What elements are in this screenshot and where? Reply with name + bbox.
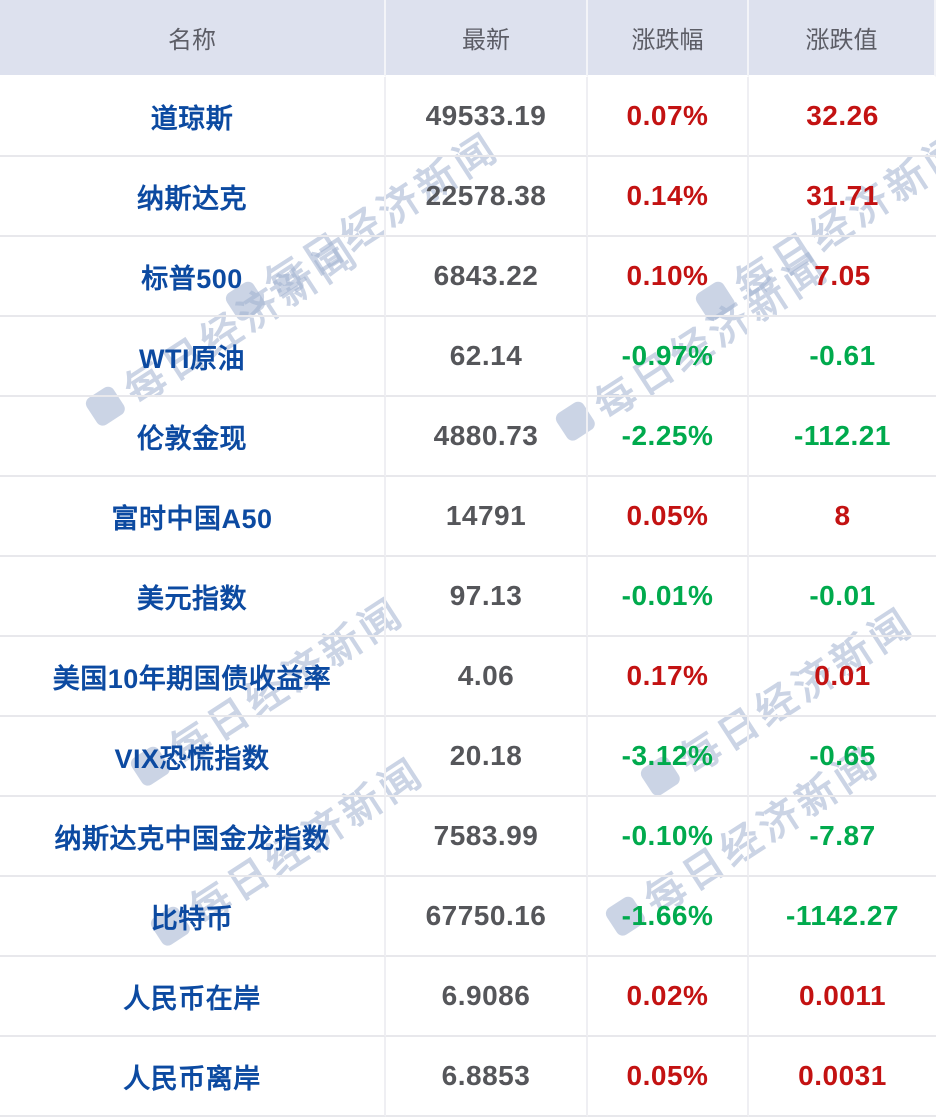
last-price-cell: 6.9086 <box>386 957 588 1037</box>
pct-change-cell: 0.07% <box>588 77 749 157</box>
last-price-cell: 4.06 <box>386 637 588 717</box>
column-header-0: 名称 <box>0 0 386 77</box>
last-price-cell: 49533.19 <box>386 77 588 157</box>
name-cell: 人民币离岸 <box>0 1037 386 1117</box>
name-cell: 美国10年期国债收益率 <box>0 637 386 717</box>
value-change-cell: 7.05 <box>749 237 936 317</box>
value-change-cell: -112.21 <box>749 397 936 477</box>
pct-change-cell: -2.25% <box>588 397 749 477</box>
pct-change-cell: -0.01% <box>588 557 749 637</box>
value-change-cell: -0.65 <box>749 717 936 797</box>
value-change-cell: -0.61 <box>749 317 936 397</box>
pct-change-cell: 0.17% <box>588 637 749 717</box>
column-header-3: 涨跌值 <box>749 0 936 77</box>
last-price-cell: 97.13 <box>386 557 588 637</box>
value-change-cell: -1142.27 <box>749 877 936 957</box>
last-price-cell: 22578.38 <box>386 157 588 237</box>
pct-change-cell: -0.97% <box>588 317 749 397</box>
pct-change-cell: -3.12% <box>588 717 749 797</box>
last-price-cell: 20.18 <box>386 717 588 797</box>
last-price-cell: 6.8853 <box>386 1037 588 1117</box>
last-price-cell: 67750.16 <box>386 877 588 957</box>
pct-change-cell: -0.10% <box>588 797 749 877</box>
name-cell: 标普500 <box>0 237 386 317</box>
last-price-cell: 6843.22 <box>386 237 588 317</box>
value-change-cell: 0.01 <box>749 637 936 717</box>
last-price-cell: 62.14 <box>386 317 588 397</box>
value-change-cell: 0.0031 <box>749 1037 936 1117</box>
value-change-cell: 31.71 <box>749 157 936 237</box>
value-change-cell: -7.87 <box>749 797 936 877</box>
pct-change-cell: 0.02% <box>588 957 749 1037</box>
last-price-cell: 7583.99 <box>386 797 588 877</box>
name-cell: 人民币在岸 <box>0 957 386 1037</box>
pct-change-cell: -1.66% <box>588 877 749 957</box>
name-cell: VIX恐慌指数 <box>0 717 386 797</box>
name-cell: WTI原油 <box>0 317 386 397</box>
last-price-cell: 14791 <box>386 477 588 557</box>
name-cell: 纳斯达克中国金龙指数 <box>0 797 386 877</box>
name-cell: 伦敦金现 <box>0 397 386 477</box>
name-cell: 道琼斯 <box>0 77 386 157</box>
name-cell: 纳斯达克 <box>0 157 386 237</box>
column-header-2: 涨跌幅 <box>588 0 749 77</box>
name-cell: 比特币 <box>0 877 386 957</box>
name-cell: 美元指数 <box>0 557 386 637</box>
name-cell: 富时中国A50 <box>0 477 386 557</box>
value-change-cell: -0.01 <box>749 557 936 637</box>
value-change-cell: 0.0011 <box>749 957 936 1037</box>
last-price-cell: 4880.73 <box>386 397 588 477</box>
pct-change-cell: 0.05% <box>588 477 749 557</box>
pct-change-cell: 0.05% <box>588 1037 749 1117</box>
value-change-cell: 8 <box>749 477 936 557</box>
column-header-1: 最新 <box>386 0 588 77</box>
pct-change-cell: 0.10% <box>588 237 749 317</box>
pct-change-cell: 0.14% <box>588 157 749 237</box>
value-change-cell: 32.26 <box>749 77 936 157</box>
